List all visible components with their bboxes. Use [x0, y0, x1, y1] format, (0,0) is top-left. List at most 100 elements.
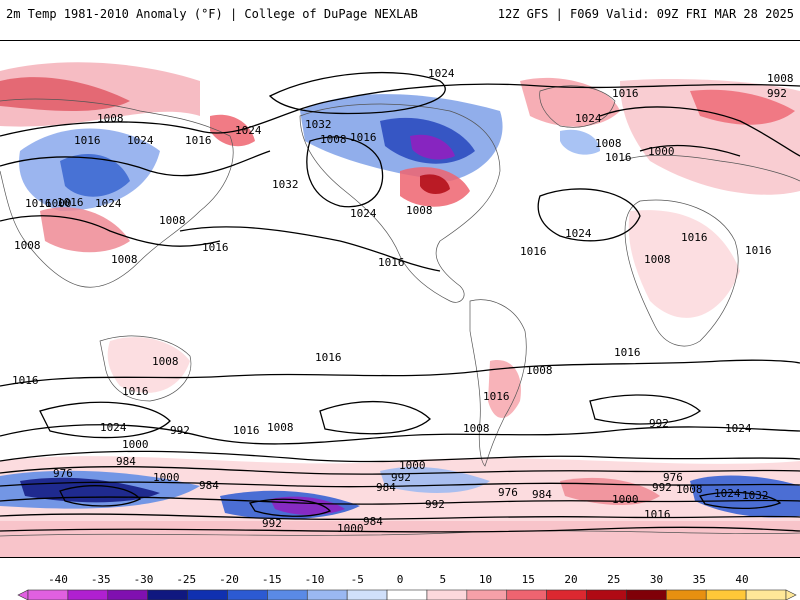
- contour-label: 984: [116, 455, 136, 468]
- contour-label: 1024: [725, 422, 752, 435]
- colorbar-swatch: [705, 589, 747, 600]
- contour-label: 1024: [575, 112, 602, 125]
- model-run-info: 12Z GFS | F069 Valid: 09Z FRI MAR 28 202…: [497, 7, 794, 21]
- contour-label: 1016: [681, 231, 708, 244]
- colorbar-swatch: [67, 589, 109, 600]
- contour-label: 1024: [95, 197, 122, 210]
- colorbar-swatch: [227, 589, 268, 600]
- colorbar-swatch: [107, 589, 148, 600]
- contour-label: 1016: [122, 385, 149, 398]
- colorbar: -40 -35 -30 -25 -20 -15 -10 -5 0 5 10 15 20 25 30 35 40: [0, 568, 800, 600]
- contour-label: 1000: [122, 438, 149, 451]
- contour-label: 984: [363, 515, 383, 528]
- contour-label: 1024: [100, 421, 127, 434]
- colorbar-swatch: [466, 589, 508, 600]
- colorbar-swatch: [306, 589, 348, 600]
- contour-label: 1032: [305, 118, 332, 131]
- contour-label: 1016: [378, 256, 405, 269]
- contour-label: 1016: [25, 197, 52, 210]
- contour-label: 1000: [648, 145, 675, 158]
- colorbar-svg: -40 -35 -30 -25 -20 -15 -10 -5 0 5 10 15 20 25 30 35 40: [17, 573, 797, 600]
- contour-label: 1008: [595, 137, 622, 150]
- colorbar-tick-label: 35: [693, 573, 706, 586]
- map-title: 2m Temp 1981-2010 Anomaly (°F) | College…: [6, 7, 418, 21]
- colorbar-swatch: [267, 589, 308, 600]
- colorbar-swatch: [426, 589, 468, 600]
- contour-label: 992: [425, 498, 445, 511]
- contour-label: 1008: [767, 72, 794, 85]
- contour-label: 1000: [337, 522, 364, 535]
- colorbar-tick-label: -5: [351, 573, 364, 586]
- map-panel[interactable]: 1024 1008 992 1016 1008 1016 1024 1016 1…: [0, 40, 800, 558]
- colorbar-tick-label: 5: [439, 573, 446, 586]
- colorbar-tick-label: 40: [735, 573, 748, 586]
- contour-label: 1016: [605, 151, 632, 164]
- contour-label: 1008: [159, 214, 186, 227]
- colorbar-tick-label: -20: [219, 573, 239, 586]
- contour-label: 1024: [127, 134, 154, 147]
- contour-label: 1016: [520, 245, 547, 258]
- contour-label: 1008: [526, 364, 553, 377]
- coastlines: [0, 85, 800, 537]
- colorbar-swatches: [17, 589, 797, 600]
- contour-label: 1008: [676, 483, 703, 496]
- isobar-labels: 1024 1008 992 1016 1008 1016 1024 1016 1…: [12, 67, 794, 535]
- colorbar-arrow-right: [785, 589, 797, 600]
- contour-label: 1016: [614, 346, 641, 359]
- colorbar-tick-label: 20: [564, 573, 577, 586]
- colorbar-swatch: [386, 589, 428, 600]
- contour-label: 1000: [399, 459, 426, 472]
- colorbar-tick-label: 10: [479, 573, 492, 586]
- contour-label: 1024: [428, 67, 455, 80]
- colorbar-tick-label: -40: [48, 573, 68, 586]
- colorbar-swatch: [187, 589, 228, 600]
- contour-label: 1008: [406, 204, 433, 217]
- colorbar-tick-label: -30: [134, 573, 154, 586]
- colorbar-swatch: [626, 589, 667, 600]
- contour-label: 1016: [612, 87, 639, 100]
- contour-label: 1024: [235, 124, 262, 137]
- contour-label: 1008: [97, 112, 124, 125]
- colorbar-tick-label: -35: [91, 573, 111, 586]
- contour-label: 984: [532, 488, 552, 501]
- contour-label: 1016: [483, 390, 510, 403]
- contour-label: 1016: [185, 134, 212, 147]
- colorbar-swatch: [506, 589, 547, 600]
- contour-label: 992: [767, 87, 787, 100]
- isobars: [0, 71, 800, 533]
- colorbar-tick-label: -25: [176, 573, 196, 586]
- contour-label: 992: [649, 417, 669, 430]
- colorbar-tick-labels: -40 -35 -30 -25 -20 -15 -10 -5 0 5 10 15 20 25 30 35 40: [48, 573, 749, 586]
- contour-label: 1024: [350, 207, 377, 220]
- colorbar-swatch: [346, 589, 388, 600]
- colorbar-tick-label: 15: [522, 573, 535, 586]
- contour-label: 992: [170, 424, 190, 437]
- contour-label: 1008: [111, 253, 138, 266]
- contour-label: 1016: [202, 241, 229, 254]
- contour-label: 1016: [74, 134, 101, 147]
- contour-label: 1032: [272, 178, 299, 191]
- colorbar-swatch: [745, 589, 787, 600]
- contour-label: 1000: [45, 197, 72, 210]
- contour-label: 1008: [267, 421, 294, 434]
- colorbar-tick-label: 30: [650, 573, 663, 586]
- contour-label: 1024: [565, 227, 592, 240]
- colorbar-tick-label: 25: [607, 573, 620, 586]
- contour-label: 976: [663, 471, 683, 484]
- contour-label: 1016: [12, 374, 39, 387]
- contour-label: 1008: [14, 239, 41, 252]
- colorbar-arrow-left: [17, 589, 29, 600]
- contour-label: 976: [53, 467, 73, 480]
- contour-label: 1016: [233, 424, 260, 437]
- contour-label: 1016: [745, 244, 772, 257]
- colorbar-swatch: [586, 589, 627, 600]
- colorbar-swatch: [666, 589, 707, 600]
- contour-label: 992: [262, 517, 282, 530]
- colorbar-tick-label: -15: [262, 573, 282, 586]
- contour-label: 1008: [644, 253, 671, 266]
- colorbar-swatch: [27, 589, 69, 600]
- contour-label: 1016: [57, 196, 84, 209]
- contour-label: 1000: [612, 493, 639, 506]
- contour-label: 1016: [315, 351, 342, 364]
- contour-label: 1000: [153, 471, 180, 484]
